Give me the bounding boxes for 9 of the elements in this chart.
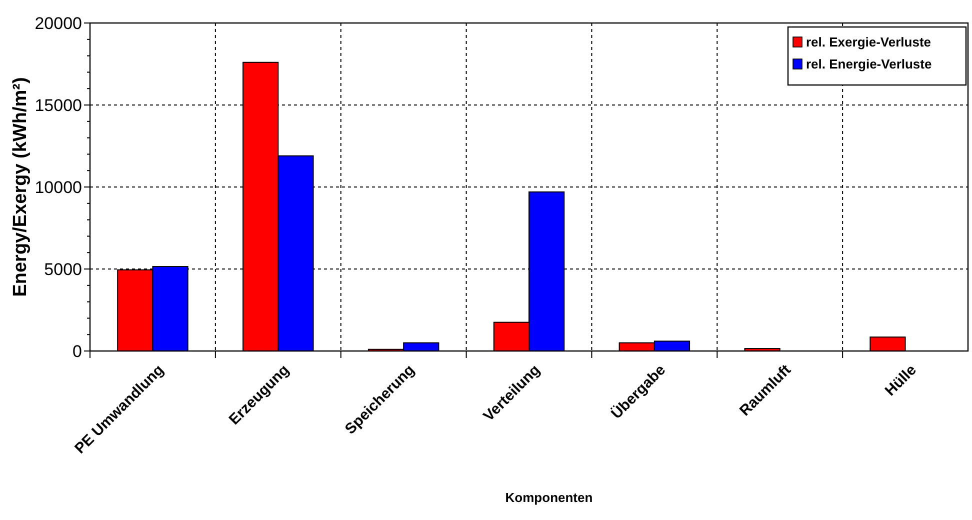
y-tick-label: 5000 (44, 260, 82, 279)
y-tick-label: 10000 (34, 178, 82, 197)
y-tick-label: 15000 (34, 96, 82, 115)
legend-label: rel. Energie-Verluste (806, 56, 932, 72)
y-axis-title: Energy/Exergy (kWh/m²) (10, 77, 31, 297)
x-axis-title: Komponenten (505, 490, 593, 505)
legend-label: rel. Exergie-Verluste (806, 34, 932, 50)
y-tick-label: 0 (72, 342, 82, 361)
y-tick-label: 20000 (34, 14, 82, 33)
